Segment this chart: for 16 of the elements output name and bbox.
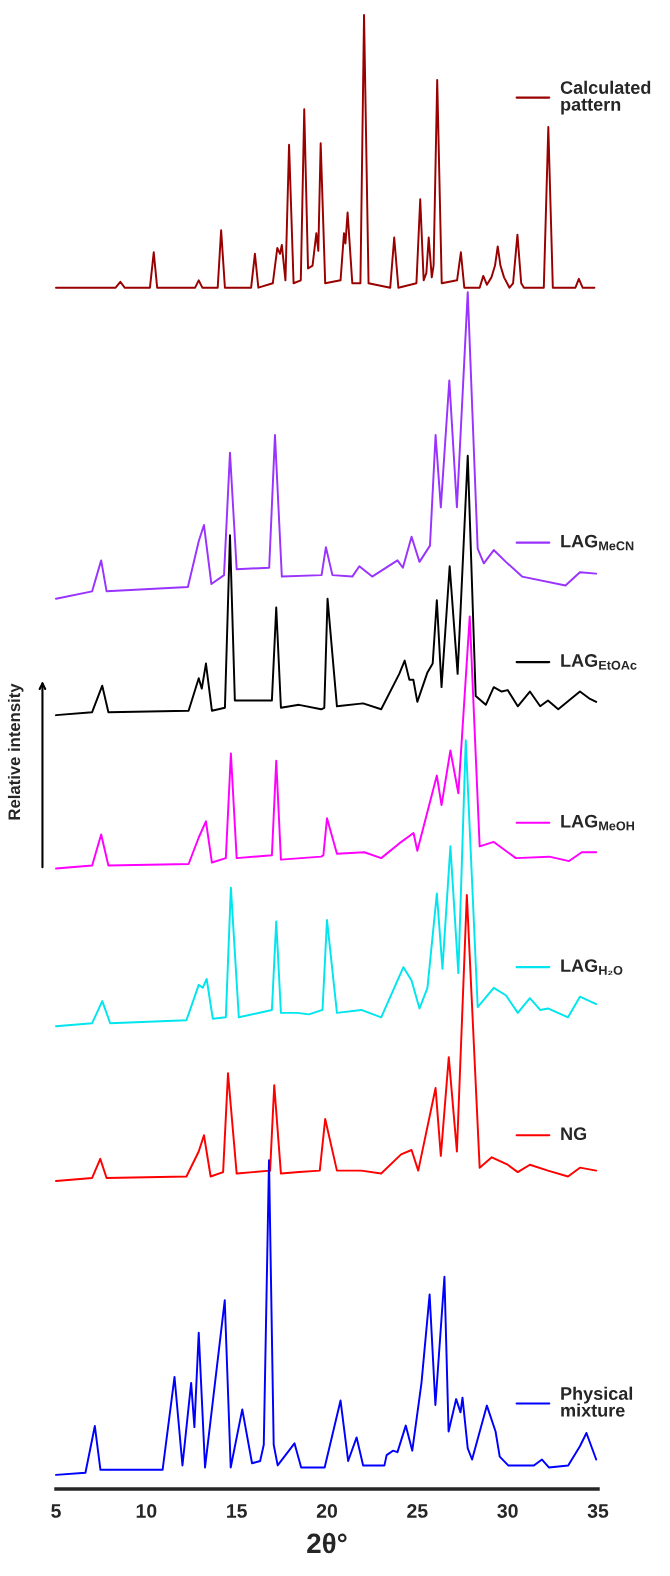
legend-label: NG	[561, 1127, 587, 1141]
legend-label: LAG$_{EtOAc}$	[561, 654, 637, 670]
legend-label: Calculated pattern	[560, 80, 651, 115]
legend-label: LAG$_{MeCN}$	[561, 534, 634, 551]
legend-label: LAG$_{MeOH}$	[561, 814, 634, 831]
y-axis-title: Relative intensity	[7, 683, 24, 820]
x-tick-label: 15	[227, 1504, 247, 1518]
x-tick-label: 35	[587, 1504, 609, 1518]
x-axis-title: 2θ°	[307, 1532, 347, 1554]
x-tick-label: 20	[316, 1504, 338, 1518]
x-tick-label: 5	[51, 1504, 61, 1518]
x-tick-label: 30	[497, 1504, 518, 1518]
legend-label: LAG$_{H₂O}$	[561, 959, 623, 976]
x-tick-label: 25	[407, 1504, 428, 1518]
legend-label: Physical mixture	[561, 1386, 633, 1417]
x-tick-label: 10	[136, 1504, 157, 1518]
